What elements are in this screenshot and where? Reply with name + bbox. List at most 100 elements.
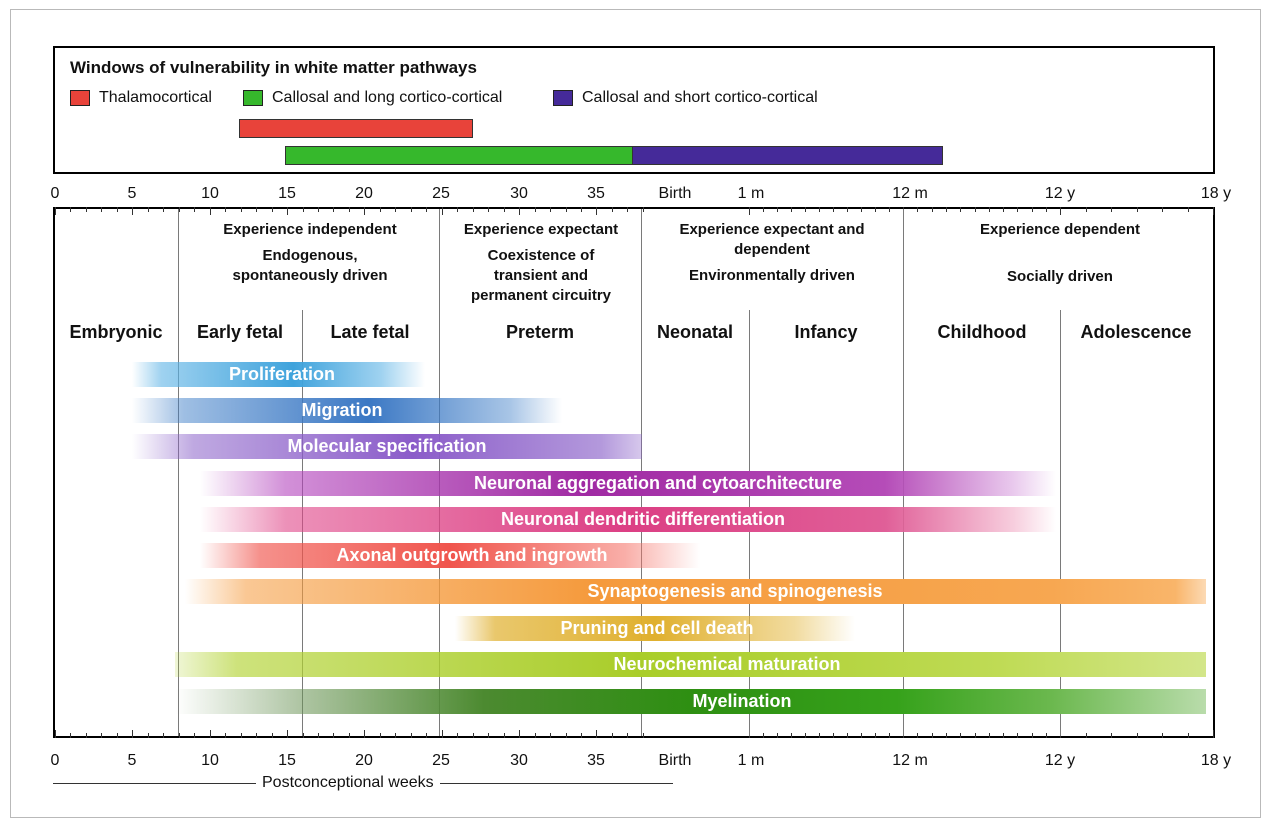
top-axis-label-18y: 18 y: [1200, 185, 1232, 202]
axis-tick: [1085, 207, 1087, 212]
axis-tick: [1031, 733, 1033, 738]
axis-tick: [240, 733, 242, 738]
axis-tick: [889, 733, 890, 738]
axis-tick: [931, 733, 933, 738]
axis-tick: [271, 207, 273, 212]
axis-tick: [55, 207, 56, 215]
axis-tick: [791, 733, 792, 738]
axis-tick: [488, 733, 490, 738]
axis-tick: [1213, 730, 1214, 738]
bottom-axis-label-20: 20: [355, 752, 373, 769]
axis-tick: [534, 733, 536, 738]
axis-tick: [70, 207, 72, 212]
axis-tick: [1213, 207, 1214, 215]
top-axis-label-1m: 1 m: [737, 185, 765, 202]
axis-tick: [1003, 733, 1005, 738]
axis-tick: [917, 733, 919, 738]
axis-tick: [472, 733, 474, 738]
axis-tick: [791, 207, 792, 212]
axis-tick: [178, 733, 180, 738]
axis-tick: [85, 207, 87, 212]
postconceptional-weeks-label: Postconceptional weeks: [256, 774, 440, 792]
axis-tick: [287, 730, 289, 738]
header-title: Experience expectant and dependent: [679, 221, 865, 258]
axis-tick: [611, 207, 613, 212]
axis-tick: [147, 207, 149, 212]
axis-tick: [642, 207, 644, 212]
vulnerability-legend-box: Windows of vulnerability in white matter…: [53, 46, 1215, 174]
process-label: Proliferation: [228, 364, 336, 384]
process-bar-axonal-outgrowth: Axonal outgrowth and ingrowth: [200, 543, 700, 568]
stage-neonatal: Neonatal: [656, 322, 734, 342]
callosal-long-swatch: [243, 90, 263, 106]
axis-tick: [1085, 733, 1087, 738]
bottom-axis-label-0: 0: [50, 752, 60, 769]
axis-tick: [550, 733, 552, 738]
axis-tick: [1031, 207, 1033, 212]
axis-tick: [271, 733, 273, 738]
axis-tick: [457, 733, 459, 738]
axis-tick: [333, 733, 335, 738]
axis-tick: [960, 207, 962, 212]
legend-item-callosal-long: Callosal and long cortico-cortical: [243, 88, 502, 108]
process-label: Neuronal aggregation and cytoarchitectur…: [473, 473, 843, 493]
axis-tick: [642, 733, 644, 738]
axis-tick: [287, 207, 289, 215]
axis-tick: [441, 730, 443, 738]
axis-tick: [116, 207, 118, 212]
bottom-axis-label-birth: Birth: [658, 752, 692, 769]
bottom-axis-label-35: 35: [587, 752, 605, 769]
process-bar-pruning: Pruning and cell death: [455, 616, 855, 641]
process-bar-dendritic-differentiation: Neuronal dendritic differentiation: [200, 507, 1056, 532]
axis-tick: [777, 207, 778, 212]
process-label: Migration: [301, 400, 383, 420]
axis-tick: [225, 207, 227, 212]
header-subtitle: Endogenous, spontaneously driven: [232, 247, 388, 284]
axis-tick: [178, 207, 180, 212]
bottom-axis-label-5: 5: [127, 752, 137, 769]
top-axis-label-35: 35: [587, 185, 605, 202]
axis-tick: [960, 733, 962, 738]
header-title: Experience dependent: [979, 221, 1141, 238]
axis-tick: [611, 733, 613, 738]
axis-tick: [1187, 733, 1189, 738]
bottom-axis-label-10: 10: [201, 752, 219, 769]
axis-tick: [1187, 207, 1189, 212]
axis-tick: [1136, 207, 1138, 212]
header-subtitle: Coexistence of transient and permanent c…: [470, 247, 612, 304]
axis-tick: [596, 207, 598, 215]
process-label: Pruning and cell death: [560, 618, 754, 638]
legend-label: Callosal and short cortico-cortical: [582, 89, 818, 106]
axis-tick: [819, 207, 820, 212]
axis-tick: [875, 207, 876, 212]
axis-tick: [565, 207, 567, 212]
axis-tick: [847, 733, 848, 738]
top-axis-label-25: 25: [432, 185, 450, 202]
axis-tick: [833, 207, 834, 212]
axis-tick: [101, 733, 103, 738]
axis-tick: [426, 733, 428, 738]
axis-tick: [1162, 207, 1163, 212]
header-subtitle: Environmentally driven: [689, 267, 855, 284]
process-label: Axonal outgrowth and ingrowth: [336, 545, 608, 565]
header-title: Experience independent: [223, 221, 397, 238]
axis-tick: [410, 733, 412, 738]
axis-tick: [364, 207, 366, 215]
process-label: Neuronal dendritic differentiation: [500, 509, 786, 529]
axis-tick: [1017, 207, 1019, 212]
process-bar-neuronal-aggregation: Neuronal aggregation and cytoarchitectur…: [200, 471, 1056, 496]
axis-tick: [763, 207, 764, 212]
stage-early-fetal: Early fetal: [196, 322, 284, 342]
axis-tick: [1111, 733, 1112, 738]
axis-tick: [132, 207, 134, 215]
process-label: Neurochemical maturation: [613, 654, 841, 674]
axis-tick: [1136, 733, 1138, 738]
top-axis-label-12m: 12 m: [892, 185, 928, 202]
process-label: Molecular specification: [287, 436, 487, 456]
axis-tick: [519, 730, 521, 738]
legend-label: Callosal and long cortico-cortical: [272, 89, 503, 106]
process-label: Myelination: [692, 691, 792, 711]
axis-tick: [777, 733, 778, 738]
process-bar-migration: Migration: [132, 398, 562, 423]
process-bar-synaptogenesis: Synaptogenesis and spinogenesis: [185, 579, 1206, 604]
